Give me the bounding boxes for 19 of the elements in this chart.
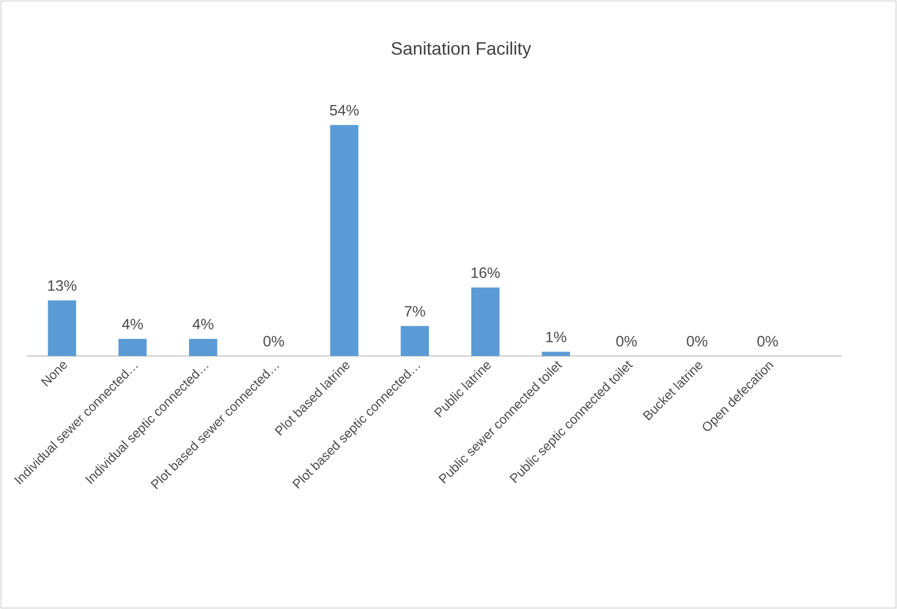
data-label: 0%: [686, 336, 708, 346]
bar: [400, 326, 429, 356]
bar: [542, 352, 570, 356]
data-label: 13%: [48, 280, 76, 291]
data-label: 0%: [263, 336, 284, 346]
data-label: 4%: [192, 318, 214, 330]
chart-title: Sanitation Facility: [392, 42, 532, 58]
data-label: 1%: [546, 332, 566, 342]
data-label: 4%: [122, 318, 143, 330]
data-label: 7%: [404, 306, 426, 317]
bar: [189, 338, 218, 356]
bar: [118, 338, 147, 356]
data-label: 0%: [757, 336, 778, 346]
bar: [48, 300, 76, 356]
bar: [330, 124, 358, 356]
data-label: 54%: [330, 104, 359, 116]
data-label: 0%: [616, 336, 637, 346]
bar: [471, 288, 500, 356]
data-label: 16%: [472, 267, 500, 278]
